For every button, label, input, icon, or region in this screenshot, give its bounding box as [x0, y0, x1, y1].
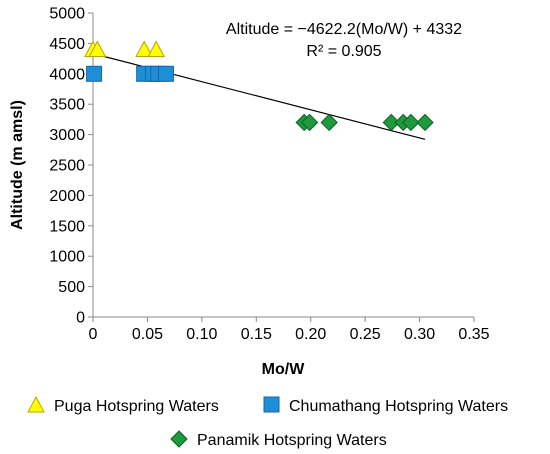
y-axis-ticks: 0 500 1000 1500 2000 2500 3000 3500 4000 4500 5000 — [49, 6, 93, 327]
data-point-diamond — [382, 113, 400, 132]
legend-label-panamik: Panamik Hotspring Waters — [197, 432, 387, 449]
y-tick-label: 5000 — [49, 6, 85, 23]
data-point-diamond — [320, 113, 338, 132]
y-tick-label: 4000 — [49, 66, 85, 83]
legend-item-chumathang: Chumathang Hotspring Waters — [263, 396, 508, 415]
data-point-diamond — [416, 113, 434, 132]
data-point-triangle — [88, 40, 107, 57]
legend-diamond-marker — [170, 430, 188, 448]
data-point-diamond — [402, 113, 420, 132]
data-point-triangle — [135, 40, 153, 57]
legend-triangle-marker — [27, 395, 45, 413]
x-tick-label: 0.05 — [132, 326, 163, 343]
x-tick-label: 0.10 — [186, 326, 217, 343]
y-tick-label: 3500 — [49, 97, 85, 114]
y-tick-label: 2500 — [49, 158, 85, 175]
y-tick-label: 2000 — [49, 188, 85, 205]
legend: Puga Hotspring Waters Chumathang Hotspri… — [27, 395, 508, 449]
x-axis-title: Mo/W — [262, 361, 306, 378]
trendline-equation: Altitude = −4622.2(Mo/W) + 4332 — [226, 21, 462, 38]
x-tick-label: 0.15 — [241, 326, 272, 343]
legend-item-puga: Puga Hotspring Waters — [27, 395, 219, 415]
y-axis-title: Altitude (m amsl) — [9, 100, 26, 230]
x-tick-label: 0.20 — [295, 326, 326, 343]
x-tick-label: 0.25 — [350, 326, 381, 343]
y-tick-label: 1000 — [49, 249, 85, 266]
x-tick-label: 0.35 — [458, 326, 489, 343]
data-points — [84, 40, 434, 132]
data-point-square — [157, 65, 174, 82]
legend-item-panamik: Panamik Hotspring Waters — [170, 430, 387, 449]
legend-square-marker — [263, 396, 280, 413]
y-tick-label: 4500 — [49, 36, 85, 53]
data-point-triangle — [147, 40, 165, 57]
data-point-diamond — [300, 113, 319, 132]
y-tick-label: 1500 — [49, 218, 85, 235]
x-axis-ticks: 0 0.05 0.10 0.15 0.20 0.25 0.30 0.35 — [89, 317, 490, 343]
data-point-square — [86, 65, 103, 82]
y-tick-label: 500 — [58, 279, 85, 296]
y-tick-label: 3000 — [49, 127, 85, 144]
x-tick-label: 0 — [89, 326, 98, 343]
x-tick-label: 0.30 — [404, 326, 435, 343]
legend-label-puga: Puga Hotspring Waters — [54, 398, 219, 415]
trendline-r2: R² = 0.905 — [306, 43, 381, 60]
legend-label-chumathang: Chumathang Hotspring Waters — [289, 398, 508, 415]
y-tick-label: 0 — [76, 310, 85, 327]
